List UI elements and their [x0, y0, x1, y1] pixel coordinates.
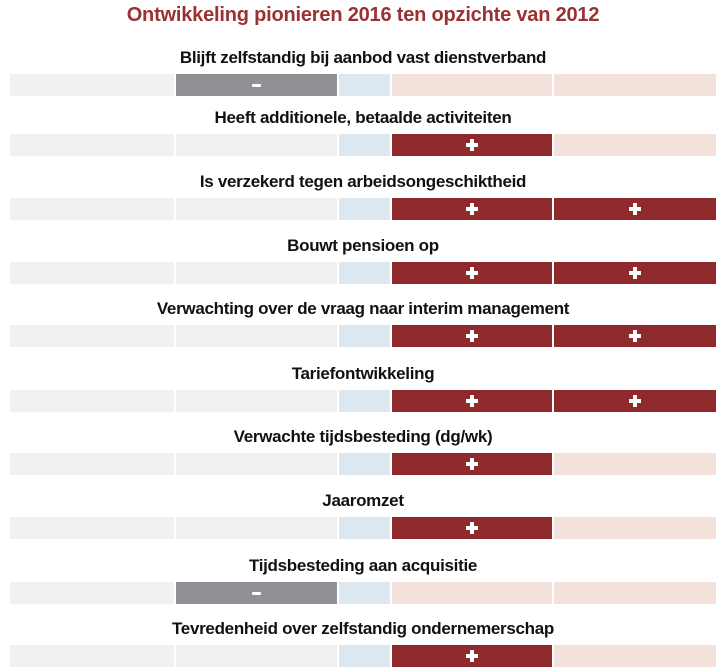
bar-cell-neg2 — [10, 390, 174, 412]
minus-icon — [252, 591, 261, 595]
row-bar — [10, 390, 716, 412]
row-label: Verwachte tijdsbesteding (dg/wk) — [233, 427, 493, 446]
minus-icon — [252, 83, 261, 87]
bar-cell-pos2 — [554, 453, 716, 475]
bar-cell-neg2 — [10, 262, 174, 284]
bar-cell-pos2 — [554, 262, 716, 284]
bar-cell-pos1 — [392, 453, 552, 475]
chart-row: Verwachting over de vraag naar interim m… — [0, 297, 726, 349]
row-label: Is verzekerd tegen arbeidsongeschiktheid — [199, 172, 527, 191]
bar-cell-pos2 — [554, 325, 716, 347]
bar-cell-neg1 — [176, 262, 337, 284]
plus-icon — [466, 522, 478, 534]
bar-cell-pos2 — [554, 517, 716, 539]
bar-cell-neg1 — [176, 582, 337, 604]
bar-cell-pos2 — [554, 74, 716, 96]
bar-cell-neutral — [339, 453, 390, 475]
bar-cell-neutral — [339, 517, 390, 539]
bar-cell-neutral — [339, 390, 390, 412]
plus-icon — [466, 650, 478, 662]
row-bar — [10, 262, 716, 284]
bar-cell-pos1 — [392, 198, 552, 220]
row-label: Blijft zelfstandig bij aanbod vast diens… — [179, 48, 547, 67]
bar-cell-pos2 — [554, 134, 716, 156]
bar-cell-neg1 — [176, 645, 337, 667]
plus-icon — [466, 203, 478, 215]
row-bar — [10, 645, 716, 667]
chart-row: Jaaromzet — [0, 489, 726, 541]
plus-icon — [629, 203, 641, 215]
row-label: Bouwt pensioen op — [287, 236, 439, 255]
plus-icon — [466, 330, 478, 342]
row-label: Tevredenheid over zelfstandig ondernemer… — [171, 619, 555, 638]
bar-cell-neutral — [339, 262, 390, 284]
chart-row: Tevredenheid over zelfstandig ondernemer… — [0, 617, 726, 669]
bar-cell-pos1 — [392, 517, 552, 539]
bar-cell-neutral — [339, 645, 390, 667]
bar-cell-pos1 — [392, 325, 552, 347]
bar-cell-neg2 — [10, 74, 174, 96]
chart-row: Heeft additionele, betaalde activiteiten — [0, 106, 726, 158]
plus-icon — [629, 267, 641, 279]
row-label: Heeft additionele, betaalde activiteiten — [214, 108, 512, 127]
row-bar — [10, 582, 716, 604]
plus-icon — [629, 395, 641, 407]
bar-cell-neutral — [339, 198, 390, 220]
bar-cell-neg2 — [10, 453, 174, 475]
bar-cell-neg1 — [176, 390, 337, 412]
chart-row: Verwachte tijdsbesteding (dg/wk) — [0, 425, 726, 477]
chart-row: Is verzekerd tegen arbeidsongeschiktheid — [0, 170, 726, 222]
bar-cell-pos1 — [392, 74, 552, 96]
chart-title: Ontwikkeling pionieren 2016 ten opzichte… — [126, 4, 600, 26]
row-bar — [10, 198, 716, 220]
row-label: Verwachting over de vraag naar interim m… — [156, 299, 570, 318]
bar-cell-neg2 — [10, 134, 174, 156]
plus-icon — [466, 267, 478, 279]
row-label: Tijdsbesteding aan acquisitie — [248, 556, 478, 575]
bar-cell-neg2 — [10, 645, 174, 667]
bar-cell-pos2 — [554, 645, 716, 667]
bar-cell-pos1 — [392, 390, 552, 412]
plus-icon — [629, 330, 641, 342]
bar-cell-neutral — [339, 325, 390, 347]
bar-cell-pos1 — [392, 134, 552, 156]
bar-cell-neg1 — [176, 325, 337, 347]
bar-cell-pos1 — [392, 582, 552, 604]
plus-icon — [466, 395, 478, 407]
bar-cell-neg2 — [10, 582, 174, 604]
bar-cell-neutral — [339, 134, 390, 156]
row-bar — [10, 517, 716, 539]
chart-row: Tariefontwikkeling — [0, 362, 726, 414]
plus-icon — [466, 458, 478, 470]
plus-icon — [466, 139, 478, 151]
chart-row: Blijft zelfstandig bij aanbod vast diens… — [0, 46, 726, 98]
row-bar — [10, 453, 716, 475]
bar-cell-neutral — [339, 582, 390, 604]
bar-cell-neg1 — [176, 517, 337, 539]
bar-cell-neg1 — [176, 198, 337, 220]
chart-row: Bouwt pensioen op — [0, 234, 726, 286]
bar-cell-neg1 — [176, 134, 337, 156]
bar-cell-pos2 — [554, 198, 716, 220]
row-label: Jaaromzet — [322, 491, 404, 510]
bar-cell-pos2 — [554, 390, 716, 412]
bar-cell-neg1 — [176, 74, 337, 96]
bar-cell-neg2 — [10, 517, 174, 539]
chart-row: Tijdsbesteding aan acquisitie — [0, 554, 726, 606]
row-bar — [10, 134, 716, 156]
bar-cell-pos1 — [392, 262, 552, 284]
row-bar — [10, 325, 716, 347]
bar-cell-pos2 — [554, 582, 716, 604]
bar-cell-neg1 — [176, 453, 337, 475]
bar-cell-neg2 — [10, 325, 174, 347]
row-label: Tariefontwikkeling — [291, 364, 435, 383]
bar-cell-pos1 — [392, 645, 552, 667]
row-bar — [10, 74, 716, 96]
bar-cell-neutral — [339, 74, 390, 96]
bar-cell-neg2 — [10, 198, 174, 220]
